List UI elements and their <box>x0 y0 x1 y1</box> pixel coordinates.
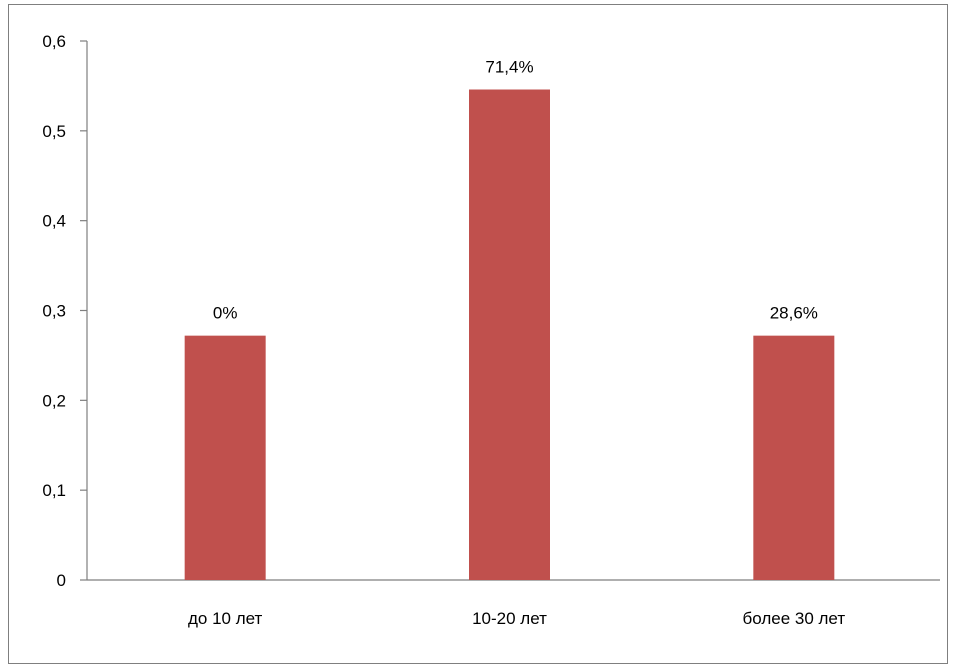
bars <box>184 89 835 580</box>
bar-data-label: 0% <box>213 304 238 323</box>
y-tick-label: 0,6 <box>42 32 66 51</box>
y-tick-label: 0,3 <box>42 302 66 321</box>
y-axis-ticks: 0 0,1 0,2 0,3 0,4 0,5 0,6 <box>42 32 87 590</box>
y-tick-label: 0,5 <box>42 122 66 141</box>
y-tick-label: 0,4 <box>42 212 66 231</box>
category-labels: до 10 лет 10-20 лет более 30 лет <box>188 609 845 628</box>
bar <box>753 335 835 580</box>
category-label: более 30 лет <box>743 609 846 628</box>
bar-data-label: 71,4% <box>485 58 533 77</box>
category-label: 10-20 лет <box>472 609 547 628</box>
data-labels: 0% 71,4% 28,6% <box>213 58 818 323</box>
category-label: до 10 лет <box>188 609 263 628</box>
bar-data-label: 28,6% <box>770 304 818 323</box>
bar <box>184 335 266 580</box>
bar <box>469 89 550 580</box>
y-tick-label: 0,1 <box>42 481 66 500</box>
y-tick-label: 0,2 <box>42 391 66 410</box>
y-tick-label: 0 <box>57 571 66 590</box>
